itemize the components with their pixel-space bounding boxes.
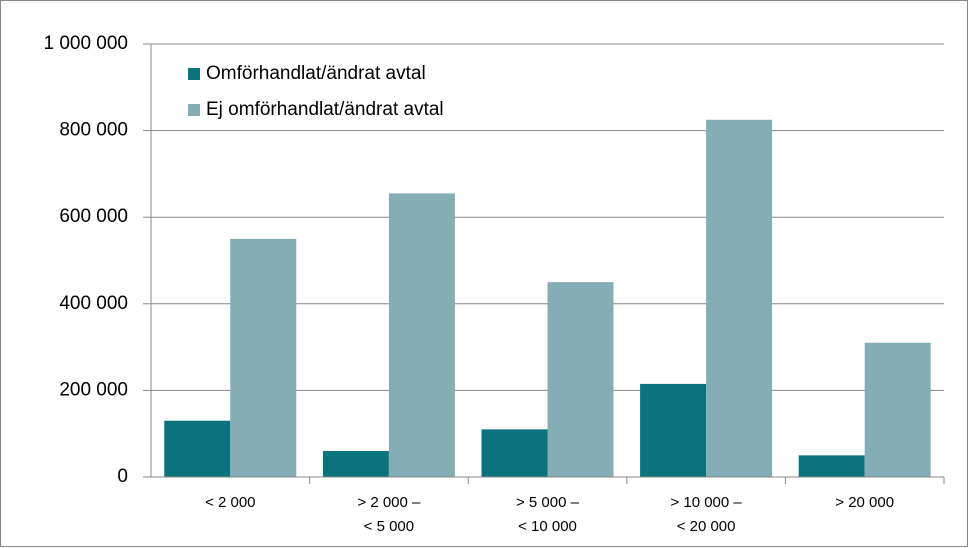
bar	[706, 119, 773, 478]
legend-label: Omförhandlat/ändrat avtal	[206, 63, 426, 84]
x-tick-label: > 20 000	[835, 494, 894, 511]
bar	[640, 383, 707, 477]
bar	[230, 238, 297, 477]
bar	[864, 342, 931, 477]
y-tick-label: 800 000	[59, 120, 128, 141]
bar	[322, 451, 389, 477]
x-tick-label: > 2 000 – < 5 000	[357, 494, 421, 535]
bar	[481, 429, 548, 477]
legend-label: Ej omförhandlat/ändrat avtal	[206, 99, 444, 120]
y-tick-label: 0	[117, 466, 128, 487]
y-tick-label: 600 000	[59, 206, 128, 227]
legend-swatch	[188, 68, 200, 80]
legend-swatch	[188, 104, 200, 116]
x-tick-label: > 10 000 – < 20 000	[670, 494, 742, 535]
bar	[164, 420, 231, 477]
y-tick-label: 1 000 000	[43, 33, 128, 54]
y-tick-label: 400 000	[59, 293, 128, 314]
x-tick-label: > 5 000 – < 10 000	[516, 494, 580, 535]
bar	[388, 193, 455, 477]
x-tick-label: < 2 000	[205, 494, 255, 511]
bar	[547, 282, 614, 477]
bar	[798, 455, 865, 477]
y-tick-label: 200 000	[59, 379, 128, 400]
